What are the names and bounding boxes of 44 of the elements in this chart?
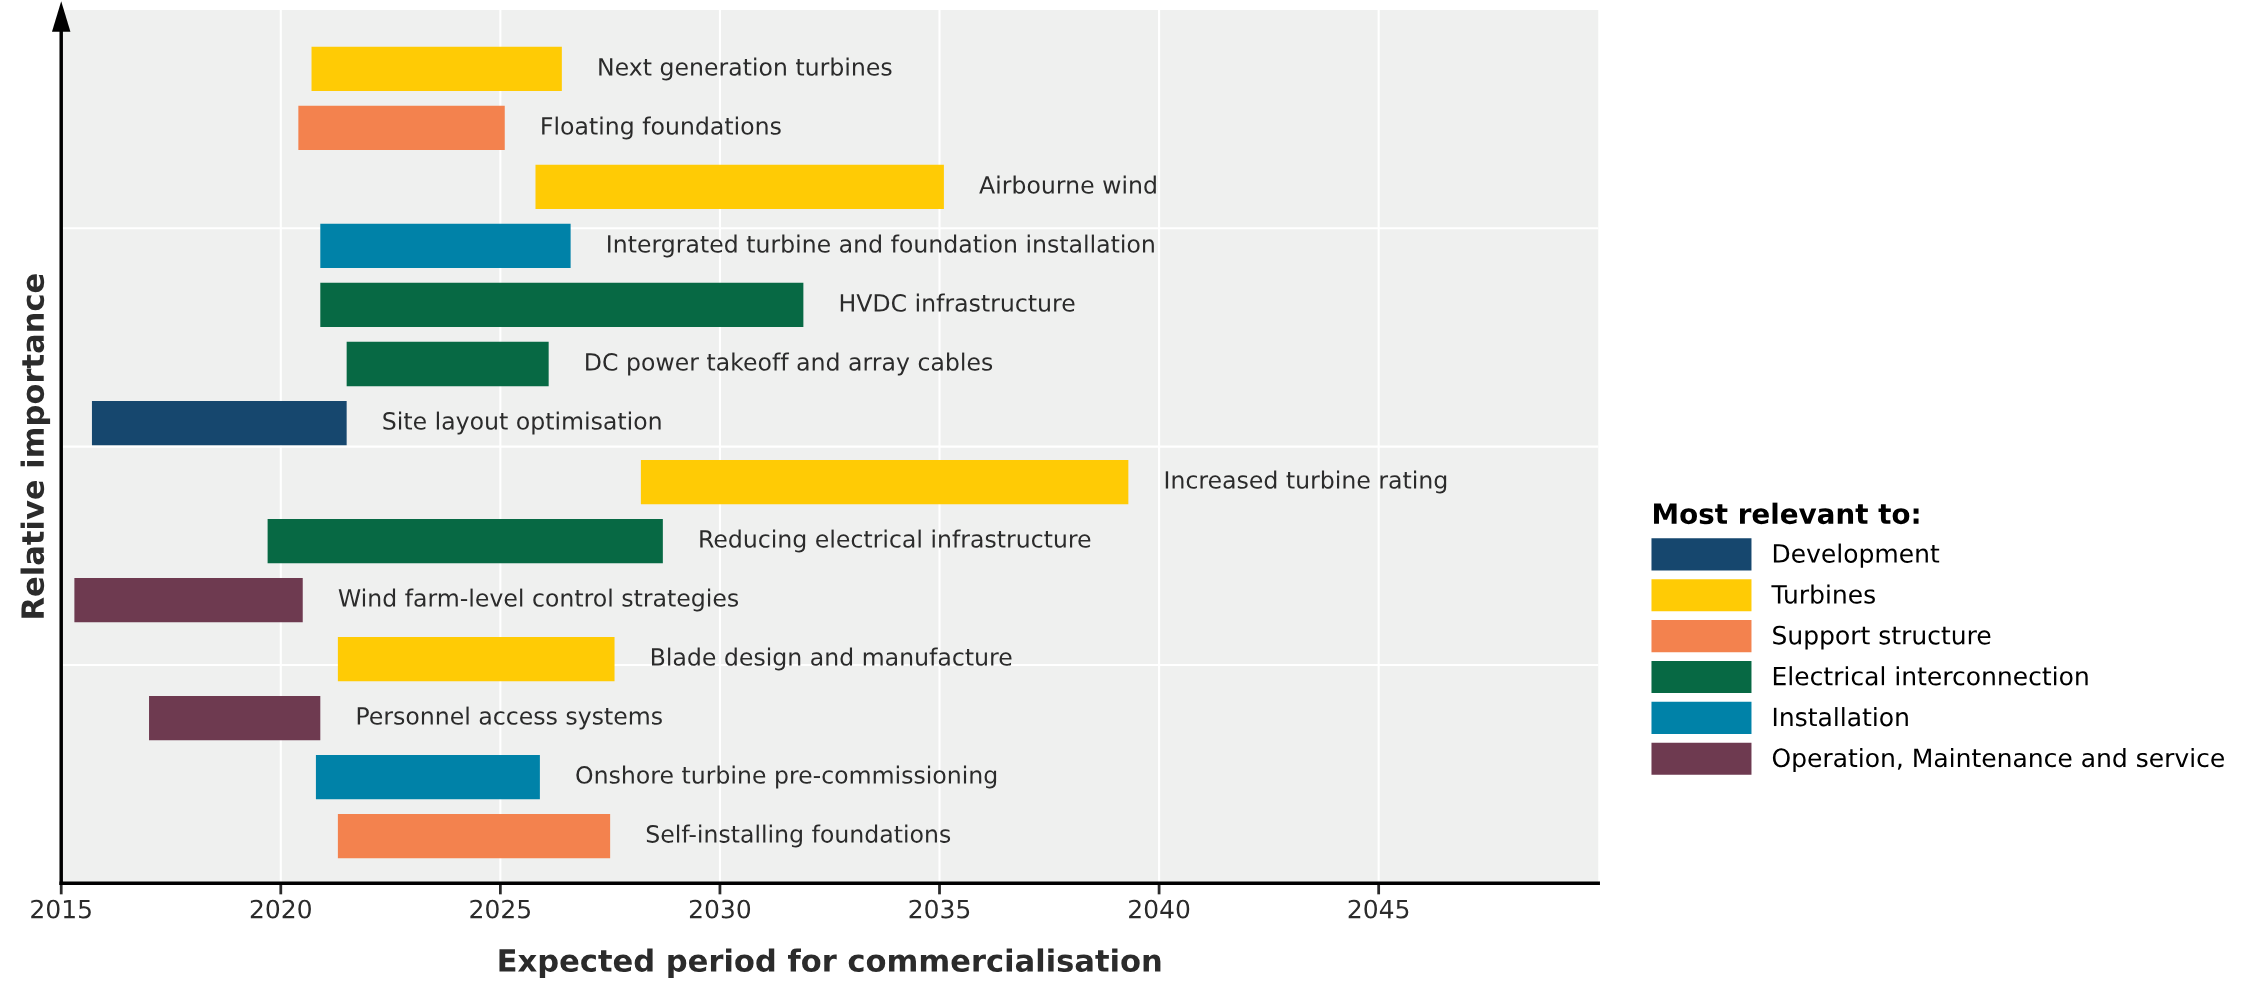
y-tick-label: Reducing electrical infrastructure — [700, 529, 1091, 553]
legend-label: Support structure — [1773, 625, 1991, 650]
y-tick-label: Self-installing foundations — [646, 824, 951, 848]
bar — [320, 282, 804, 328]
bar — [91, 400, 347, 446]
bar — [315, 754, 540, 800]
x-tick-label: 2035 — [909, 899, 970, 919]
y-tick-label: Floating foundations — [542, 116, 781, 140]
x-axis-title: Expected period for commercialisation — [499, 948, 1161, 978]
bar — [337, 813, 611, 859]
x-tick-label: 2045 — [1348, 899, 1409, 919]
bar — [267, 518, 663, 564]
legend-title: Most relevant to: — [1654, 502, 1919, 525]
x-tick-label: 2015 — [31, 899, 91, 919]
bar — [298, 105, 505, 151]
legend-label: Operation, Maintenance and service — [1772, 747, 2224, 773]
x-tick-label: 2040 — [1129, 899, 1190, 919]
y-tick-label: Intergrated turbine and foundation installation — [608, 234, 1154, 258]
x-tick-label: 2030 — [689, 899, 751, 919]
y-tick-label: Site layout optimisation — [383, 411, 661, 435]
bar — [320, 223, 571, 269]
x-tick-label: 2025 — [470, 899, 530, 919]
y-tick-label: Increased turbine rating — [1165, 470, 1447, 494]
legend-label: Installation — [1773, 707, 1908, 727]
bar — [640, 459, 1129, 505]
bar — [346, 341, 549, 387]
bar — [535, 164, 944, 210]
x-tick-label: 2020 — [250, 899, 311, 919]
y-tick-label: Wind farm-level control strategies — [338, 588, 739, 612]
legend-label: Electrical interconnection — [1773, 666, 2088, 686]
y-tick-label: Airbourne wind — [979, 175, 1156, 194]
y-tick-label: Next generation turbines — [599, 57, 892, 81]
bar — [337, 636, 615, 682]
bar — [149, 695, 321, 741]
y-axis-title: Relative importance — [20, 274, 51, 618]
y-tick-label: Blade design and manufacture — [651, 647, 1012, 671]
legend-label: Development — [1773, 543, 1940, 568]
y-tick-label: HVDC infrastructure — [840, 293, 1075, 312]
y-tick-label: Personnel access systems — [357, 706, 662, 730]
y-tick-label: DC power takeoff and array cables — [586, 352, 993, 376]
legend-label: Turbines — [1771, 584, 1875, 604]
bar — [311, 46, 562, 92]
y-tick-label: Onshore turbine pre-commissioning — [576, 765, 997, 789]
bar — [74, 577, 303, 623]
